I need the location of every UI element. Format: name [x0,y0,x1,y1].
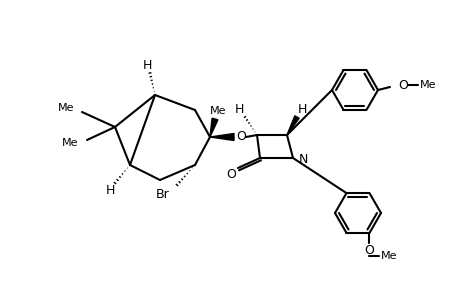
Text: H: H [142,58,151,71]
Text: H: H [234,103,243,116]
Text: O: O [235,130,246,142]
Polygon shape [210,134,234,140]
Text: Me: Me [209,106,226,116]
Polygon shape [286,116,298,135]
Text: Me: Me [57,103,74,113]
Text: H: H [297,103,306,116]
Text: O: O [364,244,374,257]
Text: N: N [298,152,308,166]
Polygon shape [210,118,218,137]
Text: O: O [397,79,407,92]
Text: Me: Me [419,80,435,90]
Text: Me: Me [62,138,78,148]
Text: O: O [225,167,235,181]
Text: H: H [105,184,114,197]
Text: Me: Me [381,251,397,261]
Text: Br: Br [156,188,169,202]
